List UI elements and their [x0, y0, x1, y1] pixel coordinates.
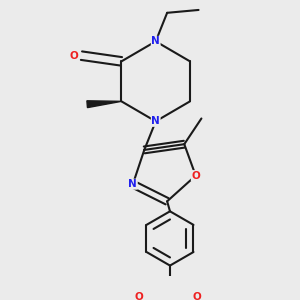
- Text: N: N: [151, 36, 160, 46]
- Text: N: N: [151, 116, 160, 126]
- Text: O: O: [193, 292, 202, 300]
- Polygon shape: [87, 101, 122, 108]
- Text: O: O: [191, 171, 200, 181]
- Text: N: N: [128, 179, 137, 189]
- Text: O: O: [134, 292, 143, 300]
- Text: O: O: [70, 51, 79, 61]
